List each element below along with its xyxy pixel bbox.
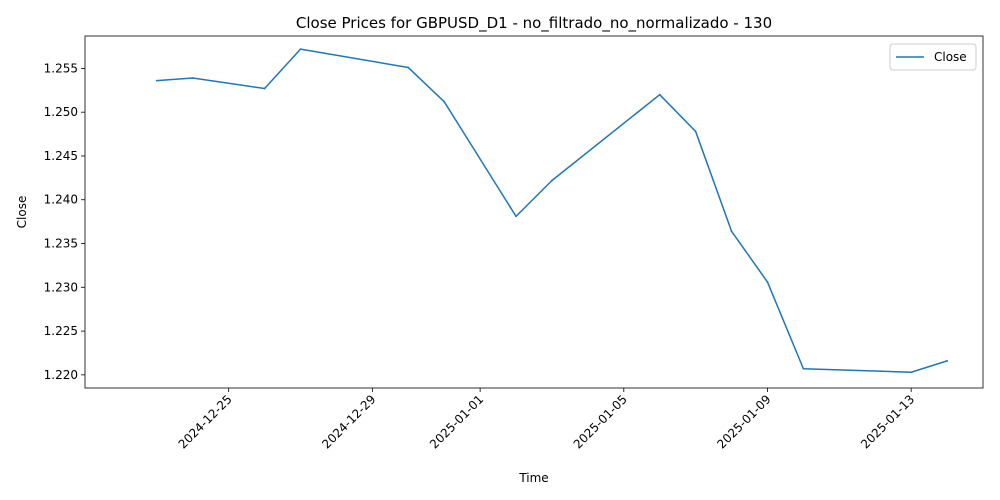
data-point <box>730 230 733 233</box>
y-tick-label: 1.255 <box>44 61 78 75</box>
data-point <box>802 367 805 370</box>
data-point <box>694 130 697 133</box>
data-point <box>155 79 158 82</box>
legend-box <box>889 43 977 71</box>
data-point <box>551 179 553 182</box>
data-point <box>299 48 302 51</box>
y-tick-label: 1.235 <box>44 237 78 251</box>
data-point <box>443 100 446 103</box>
plot-area <box>155 48 948 374</box>
y-tick-label: 1.220 <box>44 368 78 382</box>
data-point <box>515 215 517 218</box>
data-point <box>766 281 769 283</box>
y-tick-label: 1.240 <box>44 193 78 207</box>
chart-title: Close Prices for GBPUSD_D1 - no_filtrado… <box>296 14 772 33</box>
data-point <box>910 371 913 374</box>
plot-frame <box>84 35 984 389</box>
legend-label-close: Close <box>934 50 967 64</box>
y-tick-label: 1.230 <box>44 280 78 294</box>
data-point <box>263 87 266 90</box>
y-tick-label: 1.225 <box>44 324 78 338</box>
x-axis-label: Time <box>518 471 548 485</box>
legend: Close <box>889 43 977 71</box>
data-point <box>658 93 661 96</box>
y-tick-label: 1.245 <box>44 149 78 163</box>
y-tick-label: 1.250 <box>44 105 78 119</box>
data-point <box>407 66 410 69</box>
y-axis-label: Close <box>15 196 29 229</box>
data-point <box>946 359 948 362</box>
data-point <box>191 77 194 79</box>
y-axis: 1.220 1.225 1.230 1.235 1.240 1.245 1.250 1.255 <box>44 61 85 382</box>
